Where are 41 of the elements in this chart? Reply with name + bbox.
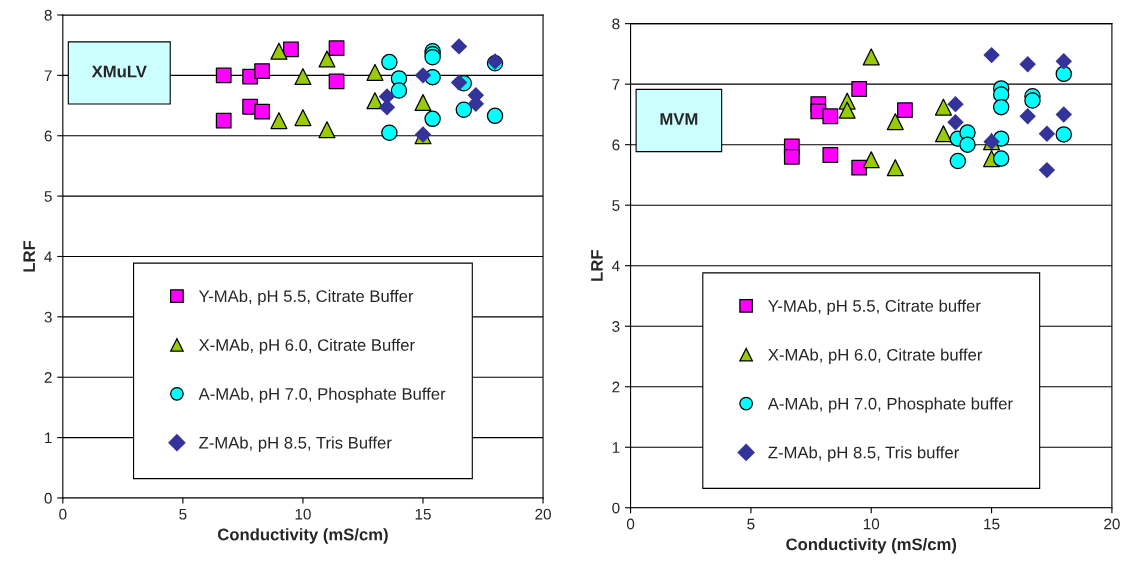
y-tick-label: 6 [612, 139, 620, 151]
y-axis-title: LRF [23, 240, 35, 272]
x-tick-label: 10 [295, 508, 311, 520]
x-tick-label: 5 [179, 508, 187, 520]
legend-label: A-MAb, pH 7.0, Phosphate Buffer [198, 387, 446, 404]
y-tick-label: 1 [612, 442, 620, 453]
x-tick-label: 20 [535, 508, 551, 520]
legend-label: Z-MAb, pH 8.5, Tris Buffer [199, 436, 392, 452]
x-tick-label: 0 [626, 518, 635, 530]
x-tick-label: 0 [59, 508, 67, 520]
y-tick-label: 8 [612, 18, 620, 30]
y-tick-label: 1 [45, 432, 52, 444]
legend-label: A-MAb, pH 7.0, Phosphate buffer [767, 397, 1013, 413]
y-tick-label: 0 [44, 492, 52, 504]
annotation: MVM [660, 113, 698, 125]
y-tick-label: 3 [612, 321, 620, 332]
y-tick-label: 4 [612, 260, 620, 272]
y-tick-label: 7 [44, 70, 52, 81]
y-tick-label: 4 [44, 251, 52, 263]
x-tick-label: 15 [415, 508, 431, 520]
legend-label: Y-MAb, pH 5.5, Citrate buffer [768, 299, 981, 316]
x-axis-title: Conductivity (mS/cm) [786, 537, 957, 554]
legend-label: Z-MAb, pH 8.5, Tris buffer [768, 446, 959, 462]
y-tick-label: 5 [612, 200, 620, 211]
legend-label: X-MAb, pH 6.0, Citrate Buffer [198, 338, 415, 355]
y-tick-label: 8 [44, 9, 52, 21]
y-tick-label: 3 [44, 311, 52, 323]
y-axis-title: LRF [591, 250, 603, 281]
y-tick-label: 5 [44, 191, 52, 202]
x-tick-label: 10 [863, 518, 880, 530]
x-tick-label: 20 [1104, 518, 1120, 530]
x-tick-label: 5 [747, 518, 755, 530]
legend-label: X-MAb, pH 6.0, Citrate buffer [768, 348, 983, 364]
x-axis-title: Conductivity (mS/cm) [217, 528, 388, 544]
y-tick-label: 6 [44, 130, 52, 142]
legend-label: Y-MAb, pH 5.5, Citrate Buffer [198, 289, 414, 306]
y-tick-label: 2 [612, 381, 620, 393]
annotation: XMuLV [91, 65, 147, 78]
x-tick-label: 15 [984, 518, 1000, 530]
y-tick-label: 7 [612, 79, 620, 90]
y-tick-label: 2 [44, 372, 52, 383]
